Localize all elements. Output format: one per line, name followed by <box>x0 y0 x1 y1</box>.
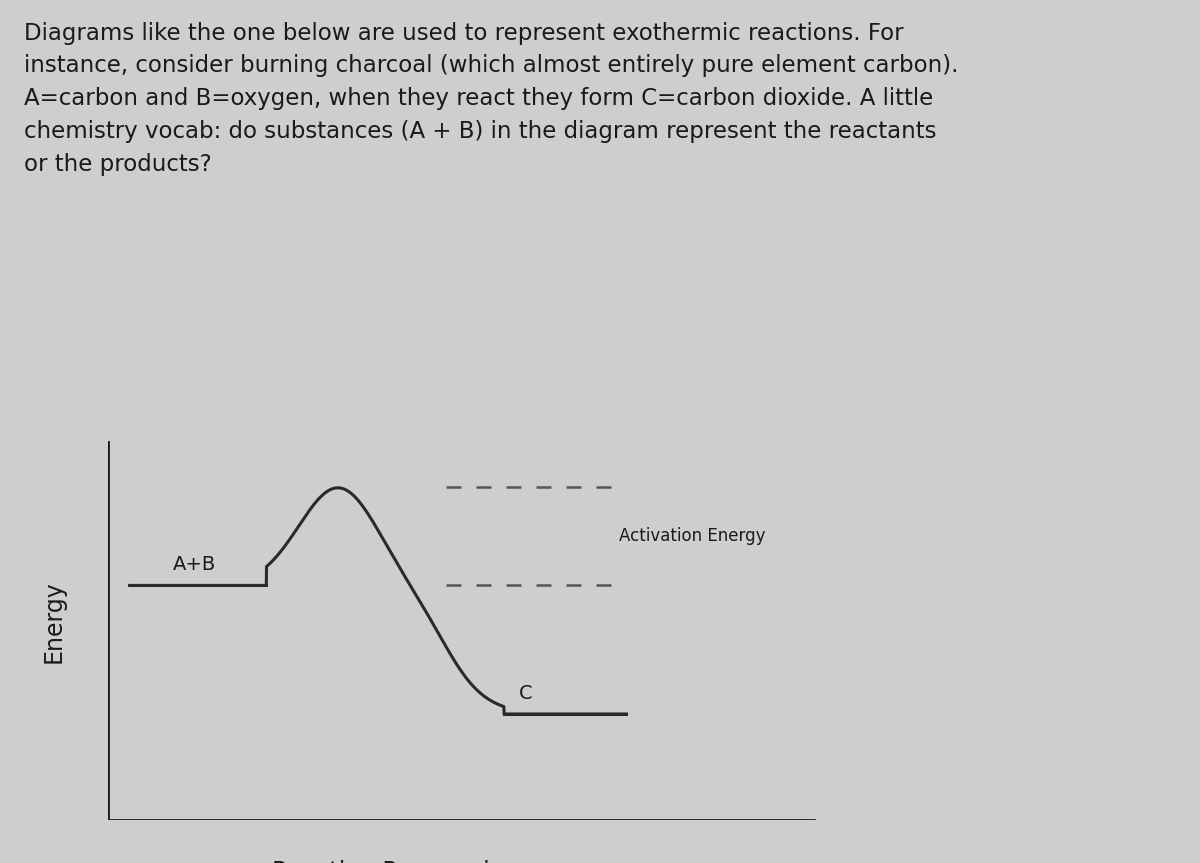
Text: C: C <box>518 683 532 702</box>
Text: A+B: A+B <box>173 555 216 574</box>
Text: Diagrams like the one below are used to represent exothermic reactions. For
inst: Diagrams like the one below are used to … <box>24 22 959 176</box>
Text: Reaction Progression: Reaction Progression <box>272 860 520 863</box>
Text: Activation Energy: Activation Energy <box>619 527 766 545</box>
Text: Energy: Energy <box>42 580 66 663</box>
